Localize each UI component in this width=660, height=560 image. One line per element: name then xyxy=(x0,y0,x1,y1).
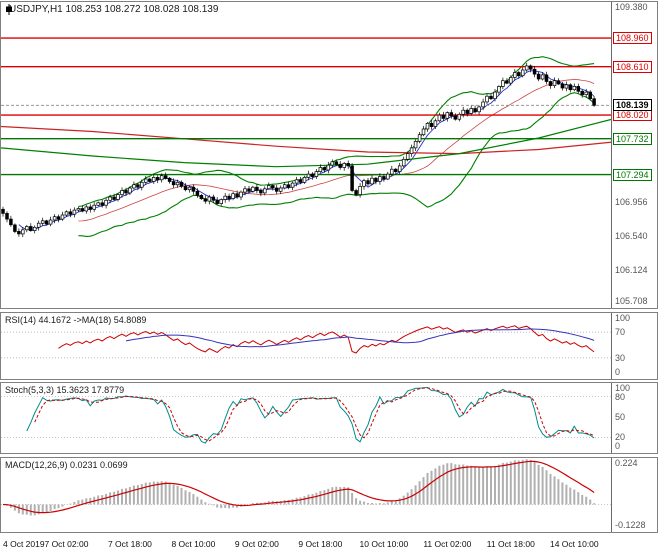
time-axis-label: 11 Oct 18:00 xyxy=(486,539,535,549)
macd-scale-label: -0.1228 xyxy=(615,520,646,530)
oscillator-scale-label: 20 xyxy=(615,432,626,443)
oscillator-scale-label: 100 xyxy=(615,383,631,393)
time-axis-label: 7 Oct 18:00 xyxy=(107,539,152,549)
oscillator-scale-label: 50 xyxy=(615,412,626,422)
stochastic-axis[interactable]: 100 80 50 20 0 xyxy=(611,383,657,453)
price-axis-label: 105.708 xyxy=(615,296,648,306)
time-axis-label: 8 Oct 10:00 xyxy=(171,539,216,549)
current-price-label: 108.139 xyxy=(613,99,652,112)
time-axis-label: 9 Oct 18:00 xyxy=(298,539,343,549)
stoch-d-line xyxy=(34,387,595,442)
level-price-label[interactable]: 107.294 xyxy=(613,168,652,181)
stoch-k-line xyxy=(26,386,595,444)
time-axis-label: 14 Oct 10:00 xyxy=(549,539,599,549)
stochastic-pane[interactable]: Stoch(5,3,3) 15.3623 17.8779 100 80 50 20 0 xyxy=(0,382,658,454)
level-price-label[interactable]: 108.960 xyxy=(613,32,652,45)
macd-label: MACD(12,26,9) 0.0231 0.0699 xyxy=(5,460,128,470)
chart-title-text: USDJPY,H1 108.253 108.272 108.028 108.13… xyxy=(9,4,219,15)
macd-pane[interactable]: MACD(12,26,9) 0.0231 0.0699 0.224 -0.1228 xyxy=(0,457,658,533)
stochastic-canvas[interactable] xyxy=(1,383,612,451)
slow-ma-green[interactable] xyxy=(1,118,612,168)
main-chart-pane[interactable]: USDJPY,H1 108.253 108.272 108.028 108.13… xyxy=(0,1,658,309)
support-resistance-lines[interactable] xyxy=(1,37,612,176)
candlesticks xyxy=(1,63,596,238)
fast-ma-line xyxy=(18,70,595,231)
bollinger-middle xyxy=(78,79,595,222)
bollinger-lower xyxy=(78,92,595,237)
time-axis-label: 7 Oct 02:00 xyxy=(44,539,89,549)
oscillator-scale-label: 100 xyxy=(615,313,631,323)
price-axis-label: 106.956 xyxy=(615,197,648,208)
price-axis[interactable]: 109.380 106.956 106.540 106.124 105.708 108.9… xyxy=(611,2,657,308)
time-axis-label: 9 Oct 02:00 xyxy=(234,539,279,549)
oscillator-scale-label: 80 xyxy=(615,391,626,402)
rsi-label: RSI(14) 44.1672 ->MA(18) 54.8089 xyxy=(5,315,147,325)
oscillator-scale-label: 0 xyxy=(615,441,621,451)
macd-scale-label: 0.224 xyxy=(615,458,638,468)
price-axis-label: 106.124 xyxy=(615,265,648,276)
time-axis-label: 10 Oct 10:00 xyxy=(359,539,409,549)
price-axis-label: 109.380 xyxy=(615,2,648,12)
price-axis-label: 106.540 xyxy=(615,231,648,242)
chart-title: USDJPY,H1 108.253 108.272 108.028 108.13… xyxy=(5,4,218,15)
macd-canvas[interactable] xyxy=(1,458,612,530)
level-price-label[interactable]: 108.610 xyxy=(613,60,652,73)
rsi-pane[interactable]: RSI(14) 44.1672 ->MA(18) 54.8089 100 70 30… xyxy=(0,312,658,380)
rsi-line xyxy=(58,325,595,354)
main-chart-canvas[interactable] xyxy=(1,2,612,306)
macd-signal-line xyxy=(2,460,595,514)
oscillator-scale-label: 30 xyxy=(615,352,626,363)
macd-axis[interactable]: 0.224 -0.1228 xyxy=(611,458,657,532)
level-price-label[interactable]: 107.732 xyxy=(613,132,652,145)
oscillator-scale-label: 0 xyxy=(615,367,621,377)
oscillator-scale-label: 70 xyxy=(615,327,626,338)
stochastic-label: Stoch(5,3,3) 15.3623 17.8779 xyxy=(5,385,125,395)
rsi-ma-line xyxy=(125,328,595,348)
time-axis[interactable]: 4 Oct 2019 7 Oct 02:00 7 Oct 18:00 8 Oct 10… xyxy=(0,534,658,558)
rsi-canvas[interactable] xyxy=(1,313,612,377)
rsi-axis[interactable]: 100 70 30 0 xyxy=(611,313,657,379)
time-axis-label: 11 Oct 02:00 xyxy=(423,539,472,549)
bollinger-bands xyxy=(78,56,595,237)
slow-ma-red[interactable] xyxy=(1,125,612,155)
time-axis-label: 4 Oct 2019 xyxy=(3,539,45,549)
